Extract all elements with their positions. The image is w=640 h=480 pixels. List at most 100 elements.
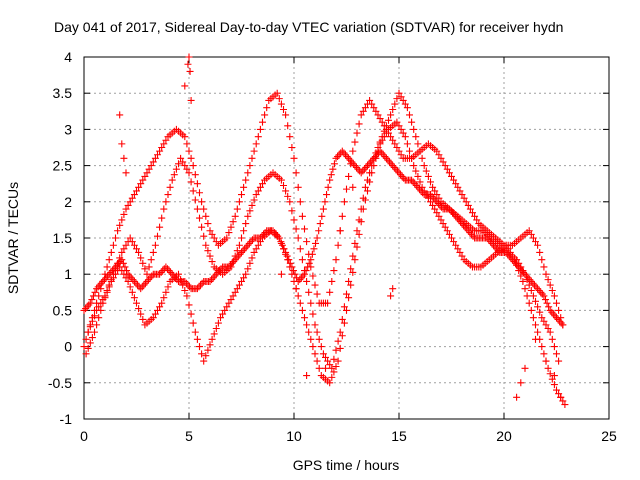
series-scattered-points (116, 53, 565, 401)
data-point (231, 252, 239, 260)
data-point (410, 125, 418, 133)
data-point (82, 335, 90, 343)
data-point (378, 136, 386, 144)
data-point (187, 310, 195, 318)
data-point (191, 328, 199, 336)
data-point (298, 306, 306, 314)
data-point (393, 167, 401, 175)
data-point (225, 299, 233, 307)
data-point (120, 245, 128, 253)
data-point (126, 272, 134, 280)
data-point (231, 212, 239, 220)
data-point (408, 118, 416, 126)
data-point (524, 274, 532, 282)
data-point (555, 390, 563, 398)
data-point (387, 292, 395, 300)
data-point (362, 163, 370, 171)
data-point (341, 151, 349, 159)
data-point (193, 285, 201, 293)
data-point (409, 178, 417, 186)
data-point (166, 183, 174, 191)
data-point (393, 144, 401, 151)
data-point (305, 328, 313, 336)
data-point (149, 248, 157, 256)
data-point (132, 279, 140, 287)
data-point (343, 306, 350, 314)
data-point (280, 105, 287, 113)
data-point (452, 180, 460, 188)
y-tick-label: 1 (64, 266, 72, 282)
data-point (355, 230, 363, 238)
data-point (209, 274, 217, 282)
data-point (181, 286, 189, 294)
data-point (240, 274, 248, 282)
data-point (280, 182, 287, 190)
data-point (85, 301, 93, 309)
data-point (296, 299, 304, 307)
x-axis-title: GPS time / hours (293, 457, 400, 473)
data-point (538, 256, 546, 264)
data-point (556, 317, 564, 325)
data-point (382, 122, 390, 130)
data-point (445, 230, 453, 238)
data-point (290, 216, 298, 224)
data-point (206, 252, 214, 260)
data-point (229, 258, 237, 266)
data-point (529, 292, 537, 300)
data-point (534, 303, 542, 311)
data-point (529, 314, 537, 322)
data-point (411, 180, 419, 188)
data-point (467, 230, 475, 238)
data-point (187, 96, 195, 104)
data-point (148, 272, 156, 280)
data-point (249, 236, 257, 244)
data-point (151, 154, 159, 162)
data-point (354, 165, 362, 173)
data-point (299, 272, 307, 280)
data-point (202, 241, 210, 249)
data-point (338, 147, 346, 155)
data-point (200, 205, 208, 213)
data-point (529, 279, 537, 287)
data-point (313, 328, 321, 336)
data-point (118, 140, 126, 148)
data-point (360, 165, 368, 173)
data-point (221, 306, 229, 314)
data-point (412, 182, 420, 190)
data-point (263, 104, 271, 112)
data-point (294, 183, 302, 191)
data-point (332, 346, 340, 354)
data-point (322, 353, 329, 361)
data-point (103, 263, 111, 271)
data-point (382, 154, 390, 162)
data-point (523, 276, 531, 284)
data-point (156, 147, 164, 155)
data-point (124, 277, 132, 285)
x-tick-label: 5 (185, 428, 193, 444)
data-point (284, 192, 292, 200)
data-point (219, 310, 227, 318)
data-point (286, 263, 294, 271)
data-point (122, 241, 130, 249)
data-point (382, 129, 390, 137)
data-point (416, 178, 424, 186)
data-point (233, 205, 241, 213)
data-point (521, 285, 529, 293)
data-point (389, 105, 397, 113)
data-point (170, 171, 178, 179)
data-point (133, 299, 140, 307)
data-point (177, 276, 185, 284)
data-point (513, 261, 521, 269)
x-tick-label: 20 (496, 428, 512, 444)
data-point (536, 308, 544, 316)
data-point (548, 375, 556, 383)
data-point (433, 209, 441, 217)
data-point (250, 248, 258, 256)
data-point (248, 201, 256, 209)
data-point (238, 248, 245, 256)
data-point (546, 370, 554, 378)
data-point (137, 310, 145, 318)
data-point (189, 162, 197, 170)
data-point (521, 270, 529, 278)
data-point (172, 165, 180, 173)
